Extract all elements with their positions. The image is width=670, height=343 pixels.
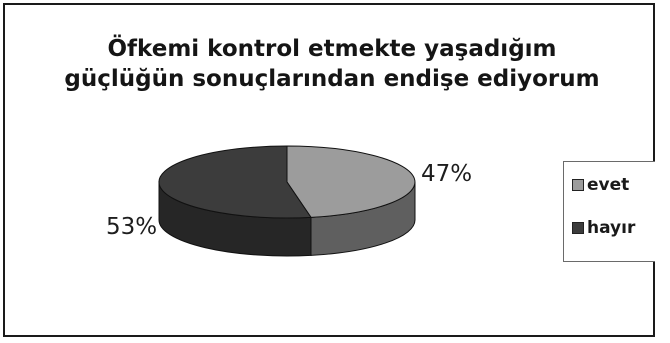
legend: evet hayır xyxy=(563,161,655,262)
legend-item-evet: evet xyxy=(572,175,629,195)
legend-swatch-hayir xyxy=(572,222,584,234)
chart-title: Öfkemi kontrol etmekte yaşadığım güçlüğü… xyxy=(0,34,664,94)
pie-slice-hayir xyxy=(158,145,312,219)
legend-swatch-evet xyxy=(572,179,584,191)
chart-title-line-2: güçlüğün sonuçlarından endişe ediyorum xyxy=(64,66,600,92)
data-label-evet: 47% xyxy=(421,161,473,187)
chart-title-line-1: Öfkemi kontrol etmekte yaşadığım xyxy=(107,36,557,62)
pie-slice-evet xyxy=(286,145,416,218)
legend-label-hayir: hayır xyxy=(587,218,636,238)
legend-item-hayir: hayır xyxy=(572,218,635,238)
legend-label-evet: evet xyxy=(587,175,630,195)
data-label-hayir: 53% xyxy=(106,214,158,240)
